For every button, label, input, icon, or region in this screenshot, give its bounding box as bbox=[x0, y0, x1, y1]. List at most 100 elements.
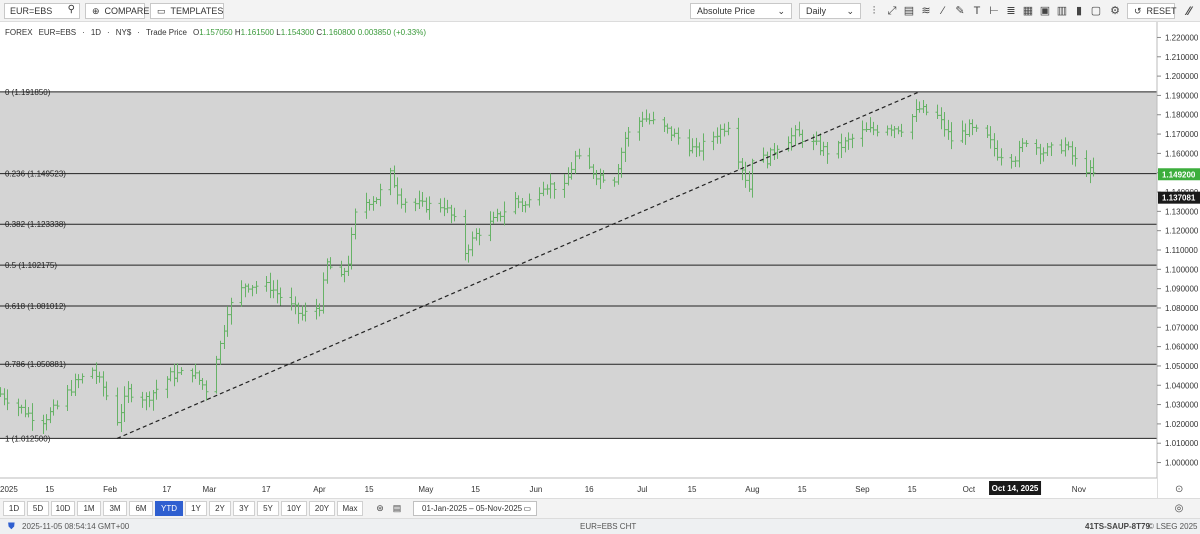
range-button-5y[interactable]: 5Y bbox=[257, 501, 279, 516]
legend-ohlc: O1.157050 H1.161500 L1.154300 C1.160800 … bbox=[193, 28, 426, 37]
fib-label: 1 (1.012500) bbox=[5, 434, 51, 443]
x-tick-label: Apr bbox=[313, 485, 326, 494]
x-tick-label: Nov bbox=[1072, 485, 1086, 494]
fib-label: 0.236 (1.149523) bbox=[5, 170, 66, 179]
trend-line bbox=[116, 91, 920, 439]
high-value: 1.161500 bbox=[240, 28, 275, 37]
range-button-2y[interactable]: 2Y bbox=[209, 501, 231, 516]
symbol-input[interactable]: EUR=EBS ⚲ bbox=[4, 3, 80, 19]
x-tick-label: 17 bbox=[162, 485, 171, 494]
y-tick-label: 1.100000 bbox=[1165, 265, 1199, 274]
y-tick-label: 1.180000 bbox=[1165, 111, 1199, 120]
high-label: H bbox=[234, 28, 241, 37]
chevron-down-icon: ⌄ bbox=[846, 5, 854, 16]
legend-price-type: Trade Price bbox=[145, 28, 188, 37]
range-button-3m[interactable]: 3M bbox=[103, 501, 127, 516]
indicators-icon[interactable]: ≋ bbox=[921, 5, 931, 17]
table-icon[interactable]: ▥ bbox=[1056, 5, 1068, 17]
range-button-1m[interactable]: 1M bbox=[77, 501, 101, 516]
compare-button[interactable]: ⊕ COMPARE bbox=[85, 3, 149, 19]
range-button-1d[interactable]: 1D bbox=[3, 501, 25, 516]
last-price-tag bbox=[1158, 168, 1200, 181]
range-button-5d[interactable]: 5D bbox=[27, 501, 49, 516]
chart-toolbar: EUR=EBS ⚲ ⊕ COMPARE ▭ TEMPLATES Absolute… bbox=[0, 0, 1200, 22]
y-tick-label: 1.010000 bbox=[1165, 439, 1199, 448]
low-label: L bbox=[276, 28, 281, 37]
y-tick-label: 1.200000 bbox=[1165, 72, 1199, 81]
change-value: 0.003850 (+0.33%) bbox=[357, 28, 426, 37]
grid-icon[interactable]: ▦ bbox=[1022, 5, 1034, 17]
range-button-1y[interactable]: 1Y bbox=[185, 501, 207, 516]
shield-icon: ⛊ bbox=[8, 521, 15, 531]
status-timestamp: 2025-11-05 08:54:14 GMT+00 bbox=[22, 522, 130, 531]
lines-icon[interactable]: ≣ bbox=[1006, 5, 1016, 17]
legend-interval: 1D bbox=[90, 28, 102, 37]
range-button-3y[interactable]: 3Y bbox=[233, 501, 255, 516]
draw-line-icon[interactable]: ∕ bbox=[942, 5, 944, 17]
news-icon[interactable]: ▣ bbox=[1039, 5, 1051, 17]
status-bar: ⛊ 2025-11-05 08:54:14 GMT+00 EUR=EBS CHT… bbox=[0, 518, 1200, 534]
crosshair-price-label: 1.137081 bbox=[1162, 194, 1196, 203]
text-tool-icon[interactable]: T bbox=[973, 5, 981, 17]
x-tick-label: Jul bbox=[637, 485, 647, 494]
x-tick-label: Sep bbox=[855, 485, 870, 494]
x-tick-label: Jun bbox=[529, 485, 542, 494]
date-range-picker[interactable]: 01-Jan-2025 – 05-Nov-2025 ▭ bbox=[413, 501, 537, 516]
y-tick-label: 1.190000 bbox=[1165, 91, 1199, 100]
studies-icon[interactable]: ▤ bbox=[903, 5, 915, 17]
range-button-10d[interactable]: 10D bbox=[51, 501, 75, 516]
low-value: 1.154300 bbox=[280, 28, 315, 37]
y-tick-label: 1.210000 bbox=[1165, 53, 1199, 62]
range-button-max[interactable]: Max bbox=[337, 501, 363, 516]
plus-circle-icon: ⊕ bbox=[92, 5, 100, 16]
legend-sep: · bbox=[137, 28, 140, 37]
interval-select[interactable]: Daily ⌄ bbox=[799, 3, 861, 19]
date-sep: – bbox=[469, 504, 474, 513]
target-icon[interactable]: ◎ bbox=[1174, 503, 1184, 514]
y-tick-label: 1.160000 bbox=[1165, 149, 1199, 158]
legend-sep: · bbox=[82, 28, 85, 37]
save-icon[interactable]: ▢ bbox=[1090, 5, 1102, 17]
range-button-20y[interactable]: 20Y bbox=[309, 501, 335, 516]
y-tick-label: 1.030000 bbox=[1165, 401, 1199, 410]
symbol-input-value: EUR=EBS bbox=[10, 6, 53, 16]
x-tick-label: Aug bbox=[745, 485, 759, 494]
crosshair-date-label: Oct 14, 2025 bbox=[992, 484, 1039, 493]
y-tick-label: 1.050000 bbox=[1165, 362, 1199, 371]
x-tick-label: 2025 bbox=[0, 485, 18, 494]
reset-button[interactable]: ↺ RESET bbox=[1127, 3, 1177, 19]
y-tick-label: 1.040000 bbox=[1165, 381, 1199, 390]
range-button-6m[interactable]: 6M bbox=[129, 501, 153, 516]
x-tick-label: 15 bbox=[45, 485, 54, 494]
price-chart[interactable]: 0 (1.191850) 0.236 (1.149523) 0.382 (1.123… bbox=[0, 22, 1200, 498]
x-tick-label: 15 bbox=[688, 485, 697, 494]
fibonacci-icon[interactable]: ⊢ bbox=[989, 5, 999, 17]
line-style-icon[interactable]: ⤢ bbox=[887, 5, 897, 17]
fib-label: 0 (1.191850) bbox=[5, 88, 51, 97]
y-tick-label: 1.220000 bbox=[1165, 33, 1199, 42]
y-tick-label: 1.070000 bbox=[1165, 323, 1199, 332]
settings-circle-icon[interactable]: ⊛ bbox=[376, 503, 384, 513]
x-tick-label: Mar bbox=[203, 485, 217, 494]
x-tick-label: 16 bbox=[585, 485, 594, 494]
price-type-select[interactable]: Absolute Price ⌄ bbox=[690, 3, 792, 19]
calendar-grid-icon[interactable]: ▤ bbox=[392, 503, 402, 513]
y-axis-panel bbox=[1157, 22, 1200, 498]
range-button-10y[interactable]: 10Y bbox=[281, 501, 307, 516]
volume-icon[interactable]: ▮ bbox=[1075, 5, 1083, 17]
reset-icon: ↺ bbox=[1134, 5, 1142, 16]
pen-icon[interactable]: ✎ bbox=[955, 5, 965, 17]
range-button-ytd[interactable]: YTD bbox=[155, 501, 183, 516]
bar-style-icon[interactable]: ⫶ bbox=[872, 5, 876, 17]
chart-canvas[interactable]: 0 (1.191850) 0.236 (1.149523) 0.382 (1.123… bbox=[0, 22, 1200, 498]
status-chart-name: EUR=EBS CHT bbox=[580, 522, 637, 531]
x-tick-label: Feb bbox=[103, 485, 117, 494]
reset-label: RESET bbox=[1146, 6, 1177, 16]
templates-label: TEMPLATES bbox=[170, 6, 224, 16]
status-id: 41TS-SAUP-8T79 bbox=[1085, 522, 1150, 531]
calendar-icon: ▭ bbox=[523, 504, 531, 513]
gear-icon[interactable]: ⚙ bbox=[1110, 5, 1120, 17]
templates-button[interactable]: ▭ TEMPLATES bbox=[150, 3, 224, 19]
compare-label: COMPARE bbox=[104, 6, 150, 16]
x-tick-label: 15 bbox=[908, 485, 917, 494]
